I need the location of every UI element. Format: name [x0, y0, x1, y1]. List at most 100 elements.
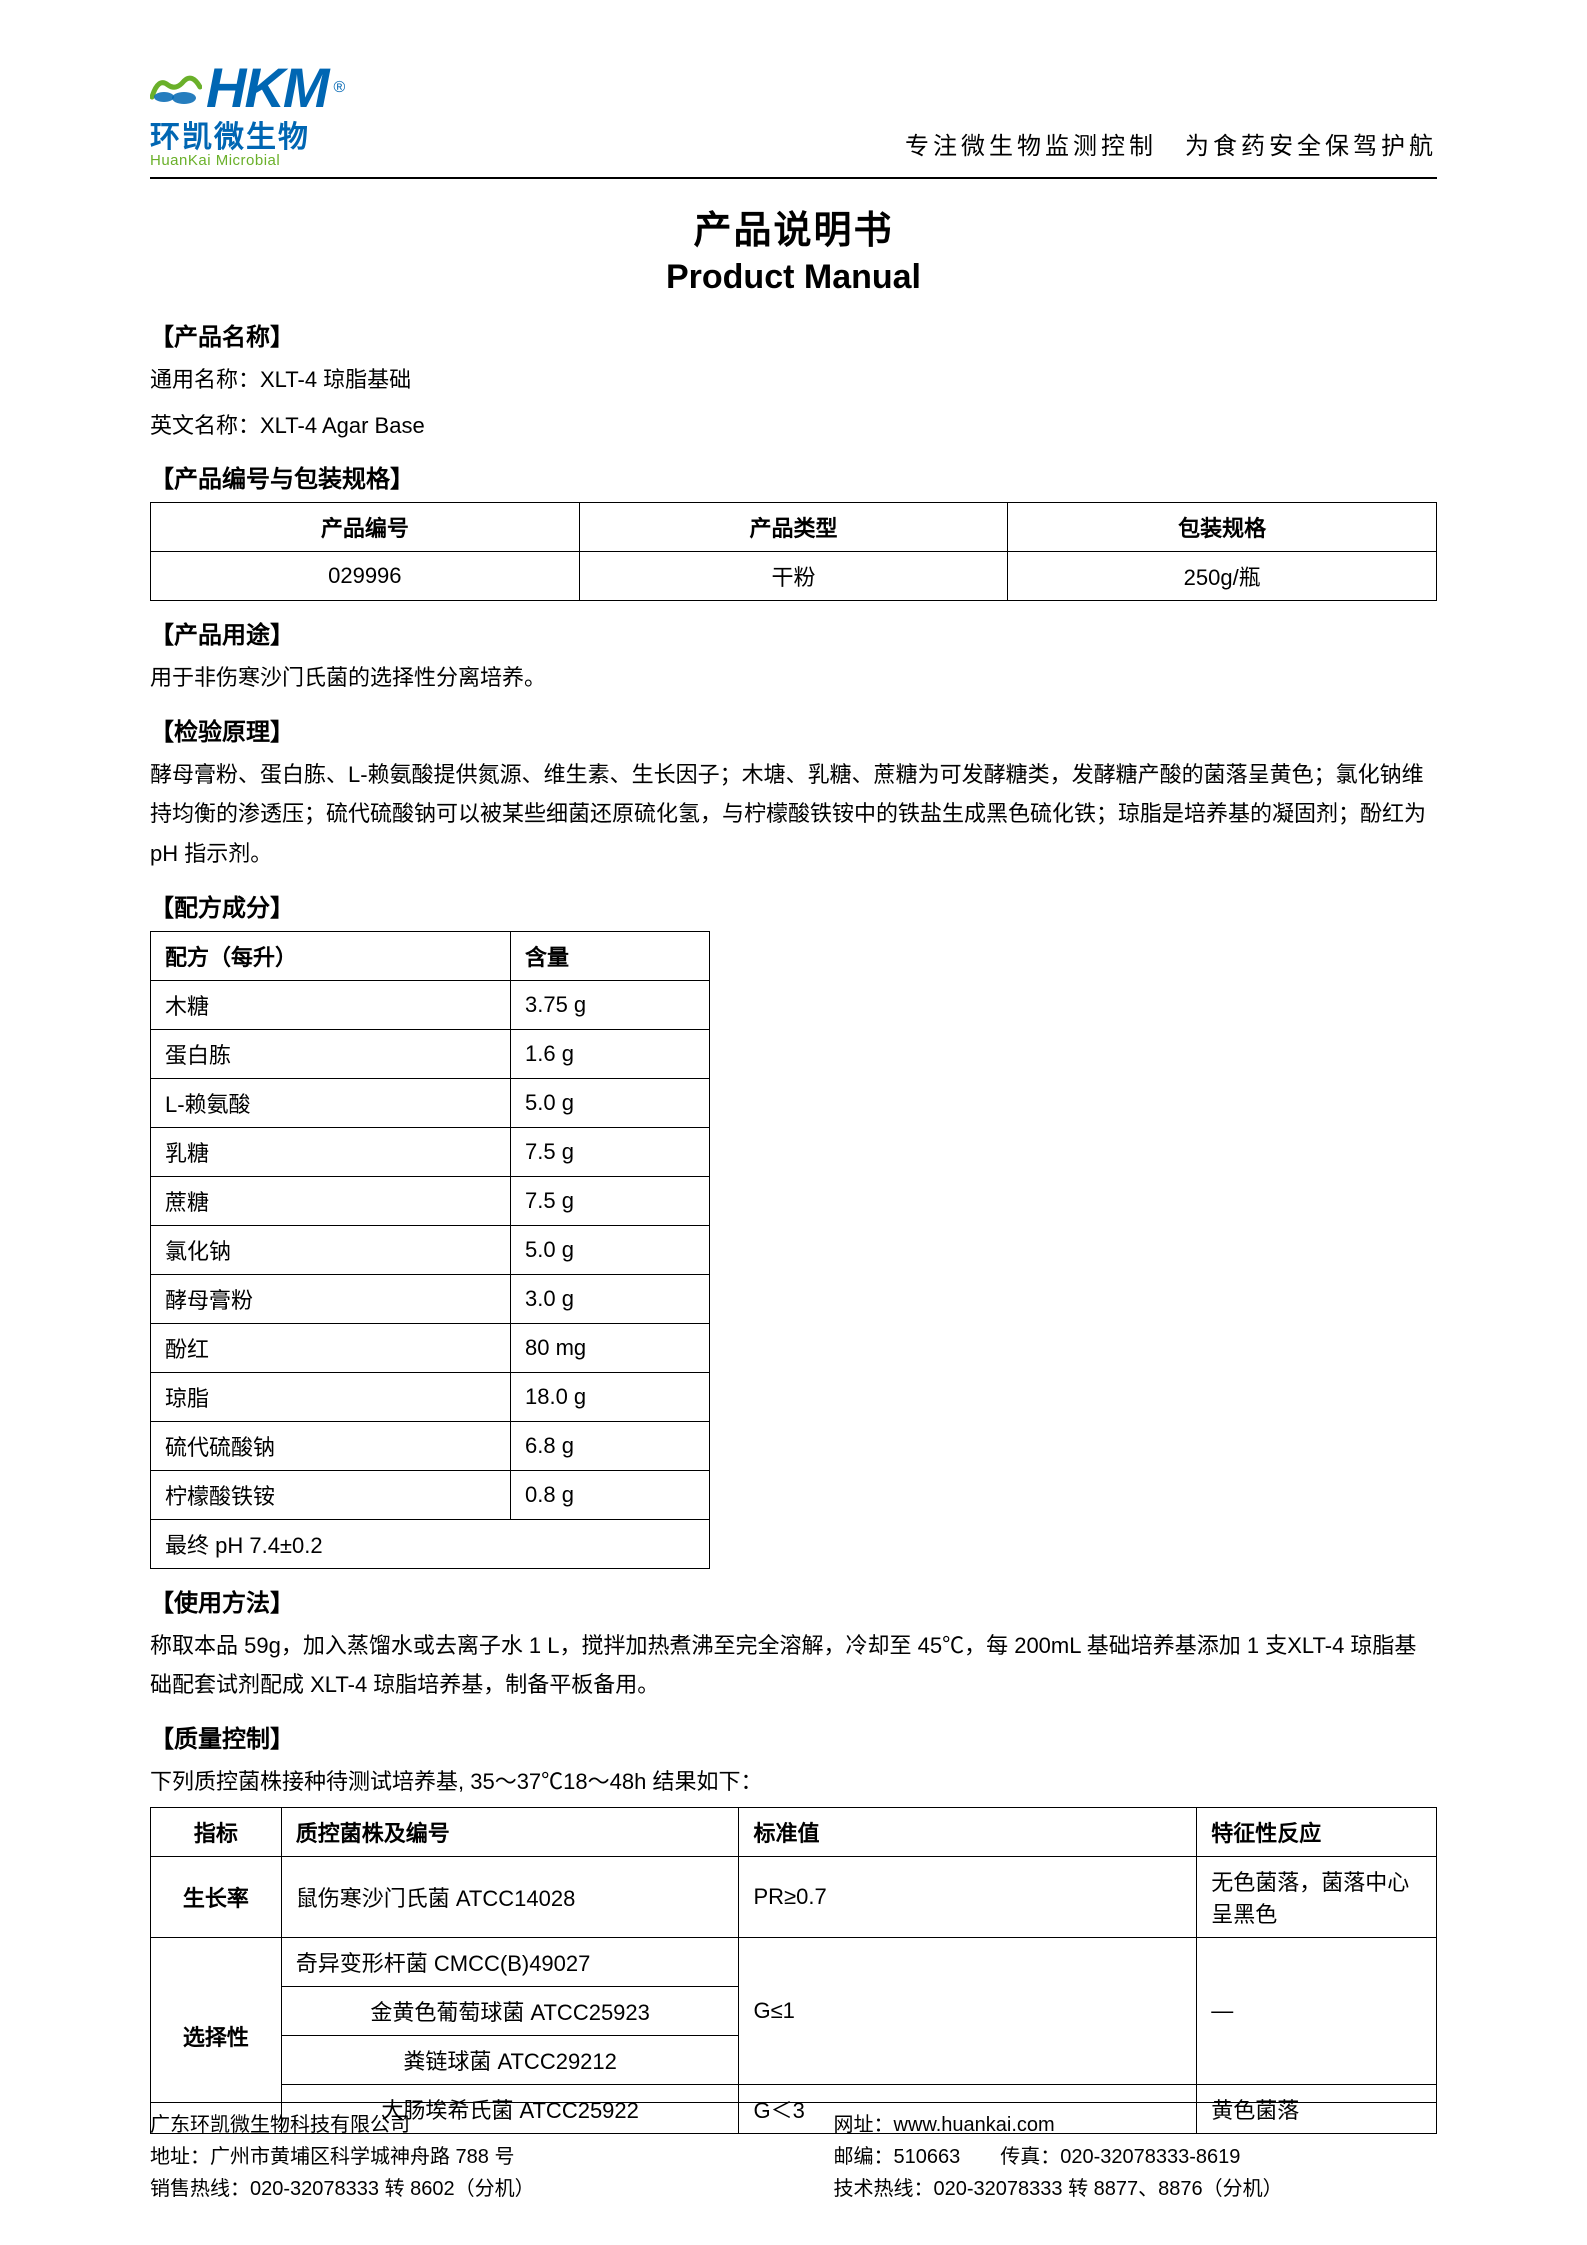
pkg-cell: 250g/瓶 [1008, 552, 1437, 601]
pkg-col-2: 包装规格 [1008, 503, 1437, 552]
page: HKM ® 环凯微生物 HuanKai Microbial 专注微生物监测控制 … [0, 0, 1587, 2245]
pkg-col-0: 产品编号 [151, 503, 580, 552]
section-purpose-head: 【产品用途】 [150, 615, 1437, 650]
section-principle-head: 【检验原理】 [150, 712, 1437, 747]
comp-cell: 酵母膏粉 [151, 1274, 511, 1323]
comp-ph: 最终 pH 7.4±0.2 [151, 1519, 710, 1568]
qc-cell: — [1197, 1938, 1437, 2085]
qc-growth-label: 生长率 [151, 1857, 282, 1938]
comp-cell: 木糖 [151, 980, 511, 1029]
qc-col-0: 指标 [151, 1808, 282, 1857]
table-row: 蛋白胨1.6 g [151, 1029, 710, 1078]
logo-cn-text: 环凯微生物 [150, 112, 345, 156]
logo-icon [150, 67, 202, 109]
table-row: 配方（每升） 含量 [151, 931, 710, 980]
title-cn: 产品说明书 [150, 199, 1437, 254]
pkg-cell: 029996 [151, 552, 580, 601]
qc-cell: 金黄色葡萄球菌 ATCC25923 [281, 1987, 739, 2036]
table-row: 乳糖7.5 g [151, 1127, 710, 1176]
comp-cell: 5.0 g [511, 1225, 710, 1274]
header-bar: HKM ® 环凯微生物 HuanKai Microbial 专注微生物监测控制 … [150, 60, 1437, 179]
comp-cell: 0.8 g [511, 1470, 710, 1519]
table-row: 琼脂18.0 g [151, 1372, 710, 1421]
table-row: 氯化钠5.0 g [151, 1225, 710, 1274]
qc-col-3: 特征性反应 [1197, 1808, 1437, 1857]
comp-cell: 蔗糖 [151, 1176, 511, 1225]
qc-col-2: 标准值 [739, 1808, 1197, 1857]
comp-cell: 3.75 g [511, 980, 710, 1029]
principle-text: 酵母膏粉、蛋白胨、L-赖氨酸提供氮源、维生素、生长因子；木塘、乳糖、蔗糖为可发酵… [150, 755, 1437, 874]
footer-tech: 技术热线：020-32078333 转 8877、8876（分机） [834, 2173, 1438, 2205]
logo-top: HKM ® [150, 60, 345, 116]
comp-cell: 柠檬酸铁铵 [151, 1470, 511, 1519]
qc-cell: 奇异变形杆菌 CMCC(B)49027 [281, 1938, 739, 1987]
logo-en-text: HuanKai Microbial [150, 152, 345, 169]
comp-cell: 氯化钠 [151, 1225, 511, 1274]
comp-cell: 5.0 g [511, 1078, 710, 1127]
usage-text: 称取本品 59g，加入蒸馏水或去离子水 1 L，搅拌加热煮沸至完全溶解，冷却至 … [150, 1626, 1437, 1705]
comp-cell: 乳糖 [151, 1127, 511, 1176]
comp-cell: 琼脂 [151, 1372, 511, 1421]
comp-cell: 80 mg [511, 1323, 710, 1372]
comp-cell: 6.8 g [511, 1421, 710, 1470]
section-composition-head: 【配方成分】 [150, 888, 1437, 923]
qc-cell: PR≥0.7 [739, 1857, 1197, 1938]
comp-cell: 酚红 [151, 1323, 511, 1372]
section-pkg-head: 【产品编号与包装规格】 [150, 459, 1437, 494]
title-en: Product Manual [150, 258, 1437, 297]
table-row: 硫代硫酸钠6.8 g [151, 1421, 710, 1470]
comp-cell: 7.5 g [511, 1127, 710, 1176]
qc-table: 指标 质控菌株及编号 标准值 特征性反应 生长率 鼠伤寒沙门氏菌 ATCC140… [150, 1807, 1437, 2134]
logo-letters: HKM [206, 60, 328, 116]
footer-address: 地址：广州市黄埔区科学城神舟路 788 号 [150, 2141, 754, 2173]
comp-cell: 18.0 g [511, 1372, 710, 1421]
title-block: 产品说明书 Product Manual [150, 199, 1437, 297]
section-usage-head: 【使用方法】 [150, 1583, 1437, 1618]
comp-cell: 1.6 g [511, 1029, 710, 1078]
footer-left: 广东环凯微生物科技有限公司 地址：广州市黄埔区科学城神舟路 788 号 销售热线… [150, 2109, 754, 2205]
footer-company: 广东环凯微生物科技有限公司 [150, 2109, 754, 2141]
footer: 广东环凯微生物科技有限公司 地址：广州市黄埔区科学城神舟路 788 号 销售热线… [150, 2102, 1437, 2205]
product-name-line1: 通用名称：XLT-4 琼脂基础 [150, 360, 1437, 400]
section-qc-head: 【质量控制】 [150, 1719, 1437, 1754]
footer-right: 网址：www.huankai.com 邮编：510663 传真：020-3207… [834, 2109, 1438, 2205]
comp-cell: L-赖氨酸 [151, 1078, 511, 1127]
qc-cell: 粪链球菌 ATCC29212 [281, 2036, 739, 2085]
qc-cell: 鼠伤寒沙门氏菌 ATCC14028 [281, 1857, 739, 1938]
table-row: 产品编号 产品类型 包装规格 [151, 503, 1437, 552]
comp-col-1: 含量 [511, 931, 710, 980]
table-row: L-赖氨酸5.0 g [151, 1078, 710, 1127]
logo-registered-icon: ® [334, 79, 346, 97]
footer-sales: 销售热线：020-32078333 转 8602（分机） [150, 2173, 754, 2205]
table-row: 最终 pH 7.4±0.2 [151, 1519, 710, 1568]
pkg-col-1: 产品类型 [579, 503, 1008, 552]
table-row: 蔗糖7.5 g [151, 1176, 710, 1225]
footer-postal-fax: 邮编：510663 传真：020-32078333-8619 [834, 2141, 1438, 2173]
comp-col-0: 配方（每升） [151, 931, 511, 980]
qc-cell: G≤1 [739, 1938, 1197, 2085]
qc-col-1: 质控菌株及编号 [281, 1808, 739, 1857]
pkg-table: 产品编号 产品类型 包装规格 029996 干粉 250g/瓶 [150, 502, 1437, 601]
comp-cell: 硫代硫酸钠 [151, 1421, 511, 1470]
table-row: 柠檬酸铁铵0.8 g [151, 1470, 710, 1519]
table-row: 木糖3.75 g [151, 980, 710, 1029]
footer-website: 网址：www.huankai.com [834, 2109, 1438, 2141]
qc-cell: 无色菌落，菌落中心呈黑色 [1197, 1857, 1437, 1938]
section-product-name-head: 【产品名称】 [150, 317, 1437, 352]
comp-cell: 3.0 g [511, 1274, 710, 1323]
table-row: 选择性 奇异变形杆菌 CMCC(B)49027 G≤1 — [151, 1938, 1437, 1987]
composition-table: 配方（每升） 含量 木糖3.75 g蛋白胨1.6 gL-赖氨酸5.0 g乳糖7.… [150, 931, 710, 1569]
purpose-text: 用于非伤寒沙门氏菌的选择性分离培养。 [150, 658, 1437, 698]
qc-intro: 下列质控菌株接种待测试培养基, 35～37℃18～48h 结果如下： [150, 1762, 1437, 1802]
table-row: 酚红80 mg [151, 1323, 710, 1372]
table-row: 029996 干粉 250g/瓶 [151, 552, 1437, 601]
tagline: 专注微生物监测控制 为食药安全保驾护航 [905, 126, 1437, 169]
comp-cell: 蛋白胨 [151, 1029, 511, 1078]
product-name-line2: 英文名称：XLT-4 Agar Base [150, 406, 1437, 446]
table-row: 生长率 鼠伤寒沙门氏菌 ATCC14028 PR≥0.7 无色菌落，菌落中心呈黑… [151, 1857, 1437, 1938]
comp-cell: 7.5 g [511, 1176, 710, 1225]
table-row: 酵母膏粉3.0 g [151, 1274, 710, 1323]
table-row: 指标 质控菌株及编号 标准值 特征性反应 [151, 1808, 1437, 1857]
logo-block: HKM ® 环凯微生物 HuanKai Microbial [150, 60, 345, 169]
pkg-cell: 干粉 [579, 552, 1008, 601]
